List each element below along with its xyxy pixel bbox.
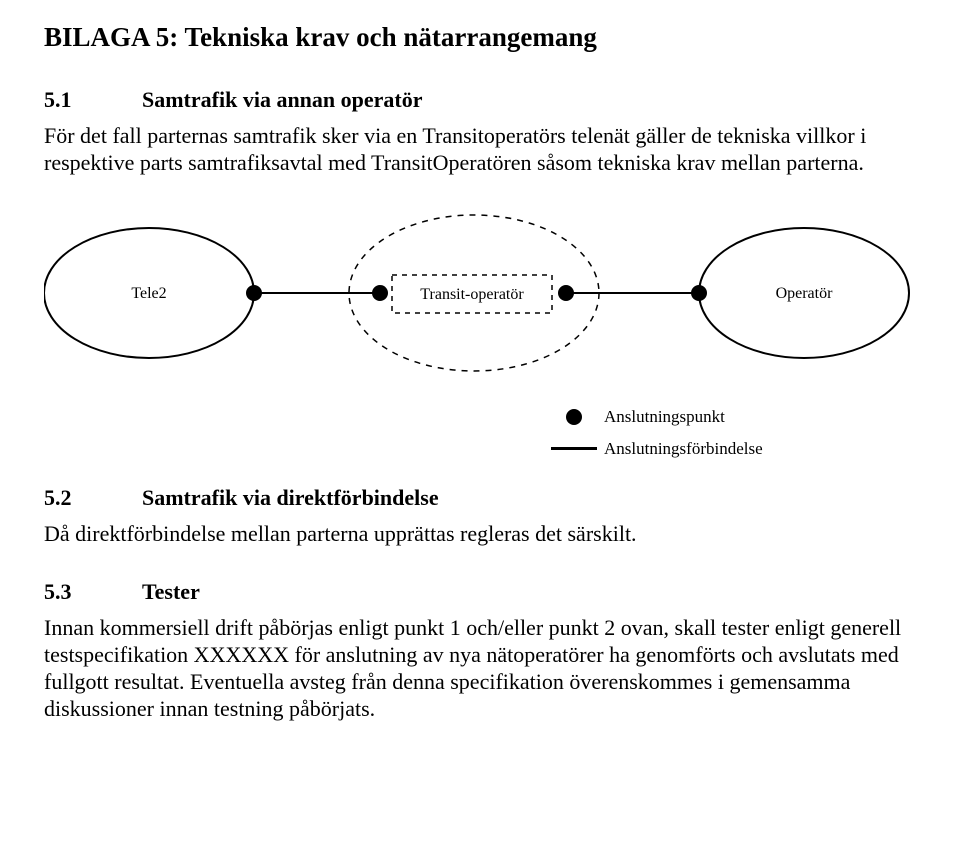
page-title: BILAGA 5: Tekniska krav och nätarrangema… <box>44 22 916 53</box>
svg-text:Operatör: Operatör <box>776 285 834 302</box>
legend-point-label: Anslutningspunkt <box>604 407 725 427</box>
diagram-legend: Anslutningspunkt Anslutningsförbindelse <box>544 407 916 459</box>
section-5-3-body: Innan kommersiell drift påbörjas enligt … <box>44 615 916 722</box>
section-5-3-number: 5.3 <box>44 579 142 605</box>
section-5-3-heading: 5.3 Tester <box>44 579 916 605</box>
section-5-2-heading: 5.2 Samtrafik via direktförbindelse <box>44 485 916 511</box>
section-5-1-heading: 5.1 Samtrafik via annan operatör <box>44 87 916 113</box>
legend-link-icon <box>544 447 604 450</box>
legend-link-label: Anslutningsförbindelse <box>604 439 763 459</box>
svg-text:Transit-operatör: Transit-operatör <box>420 286 524 303</box>
legend-row-link: Anslutningsförbindelse <box>544 439 916 459</box>
network-diagram: Tele2Transit-operatörOperatörTransit-ope… <box>44 195 914 395</box>
section-5-1-title: Samtrafik via annan operatör <box>142 87 423 113</box>
section-5-3-title: Tester <box>142 579 200 605</box>
section-5-1-number: 5.1 <box>44 87 142 113</box>
section-5-1-body: För det fall parternas samtrafik sker vi… <box>44 123 916 177</box>
section-5-2-number: 5.2 <box>44 485 142 511</box>
section-5-2-body: Då direktförbindelse mellan parterna upp… <box>44 521 916 548</box>
legend-row-point: Anslutningspunkt <box>544 407 916 427</box>
legend-point-icon <box>544 409 604 425</box>
svg-text:Tele2: Tele2 <box>131 285 166 302</box>
section-5-2-title: Samtrafik via direktförbindelse <box>142 485 439 511</box>
